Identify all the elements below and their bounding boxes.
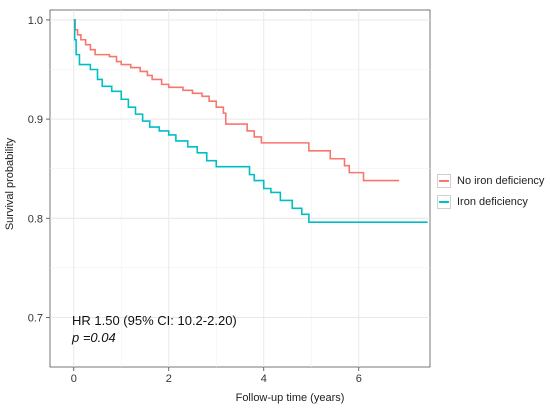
y-tick-label: 0.7 [28,312,43,324]
series-line-iron-deficiency [73,19,428,224]
y-axis-label: Survival probability [4,137,16,231]
legend: No iron deficiency Iron deficiency [437,170,544,212]
y-tick-label: 0.9 [28,114,43,126]
y-tick-label: 1.0 [28,15,43,27]
legend-key-no-iron-deficiency [437,173,451,188]
legend-key-iron-deficiency [437,194,451,209]
legend-item-no-iron-deficiency: No iron deficiency [437,170,544,191]
legend-item-iron-deficiency: Iron deficiency [437,191,544,212]
axis-ticks: 0 2 4 6 0.7 0.8 0.9 1.0 [28,15,362,385]
hazard-ratio-text: HR 1.50 (95% CI: 10.2-2.20) [72,313,237,328]
hazard-ratio-annotation: HR 1.50 (95% CI: 10.2-2.20) p =0.04 [72,312,237,346]
y-tick-label: 0.8 [28,213,43,225]
x-tick-label: 4 [261,373,267,385]
legend-label-iron-deficiency: Iron deficiency [457,195,528,208]
x-tick-label: 2 [166,373,172,385]
legend-label-no-iron-deficiency: No iron deficiency [457,174,545,187]
x-axis-label: Follow-up time (years) [235,392,345,404]
x-tick-label: 6 [356,373,362,385]
p-value-text: p =0.04 [72,330,116,345]
series-lines [73,19,428,224]
series-line-no-iron-deficiency [73,19,400,182]
x-tick-label: 0 [71,373,77,385]
